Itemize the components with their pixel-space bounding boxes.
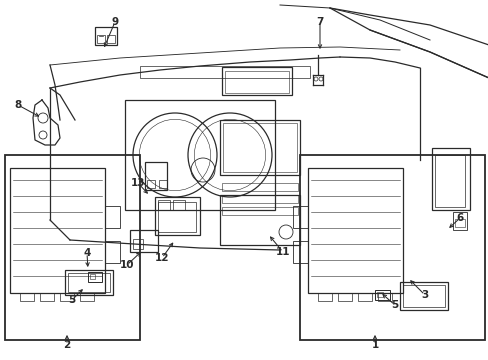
Text: 2: 2: [63, 340, 70, 350]
Text: 7: 7: [316, 17, 323, 27]
Bar: [105, 241, 120, 263]
Text: 6: 6: [455, 213, 463, 223]
Bar: [173, 200, 184, 210]
Bar: [220, 195, 299, 245]
Bar: [399, 282, 447, 310]
Bar: [105, 206, 120, 228]
Bar: [140, 66, 309, 78]
Bar: [224, 71, 288, 93]
Bar: [299, 155, 484, 340]
Bar: [307, 168, 402, 293]
Bar: [125, 100, 274, 210]
Text: 4: 4: [83, 248, 90, 258]
Text: 12: 12: [154, 253, 169, 263]
Bar: [452, 212, 466, 230]
Bar: [222, 67, 291, 95]
Bar: [292, 206, 307, 228]
Text: 1: 1: [370, 340, 378, 350]
Bar: [95, 27, 117, 45]
Bar: [223, 123, 296, 172]
Text: 3: 3: [421, 290, 428, 300]
Bar: [65, 270, 113, 295]
Bar: [147, 180, 155, 188]
Bar: [222, 207, 297, 215]
Bar: [68, 273, 110, 292]
Bar: [222, 183, 297, 191]
Bar: [454, 219, 464, 227]
Text: 9: 9: [111, 17, 118, 27]
Text: 11: 11: [275, 247, 290, 257]
Bar: [357, 293, 371, 301]
Bar: [317, 293, 331, 301]
Bar: [220, 120, 299, 175]
Bar: [20, 293, 34, 301]
Bar: [374, 290, 389, 300]
Bar: [158, 202, 196, 232]
Text: 13: 13: [130, 178, 145, 188]
Text: 10: 10: [120, 260, 134, 270]
Bar: [222, 195, 297, 203]
Bar: [158, 200, 170, 210]
Bar: [40, 293, 54, 301]
Bar: [88, 272, 102, 282]
Bar: [376, 292, 382, 297]
Bar: [377, 293, 391, 301]
Bar: [10, 168, 105, 293]
Bar: [5, 155, 140, 340]
Bar: [431, 148, 469, 210]
Bar: [130, 230, 158, 252]
Bar: [402, 285, 444, 307]
Bar: [145, 162, 167, 190]
Bar: [80, 293, 94, 301]
Text: 5: 5: [390, 300, 398, 310]
Bar: [159, 180, 167, 188]
Bar: [60, 293, 74, 301]
Bar: [90, 274, 95, 279]
Bar: [337, 293, 351, 301]
Bar: [97, 35, 105, 43]
Text: 8: 8: [14, 100, 21, 110]
Bar: [292, 241, 307, 263]
Bar: [133, 239, 142, 249]
Bar: [155, 197, 200, 235]
Bar: [434, 155, 464, 207]
Text: 5: 5: [68, 295, 76, 305]
Bar: [107, 35, 115, 43]
